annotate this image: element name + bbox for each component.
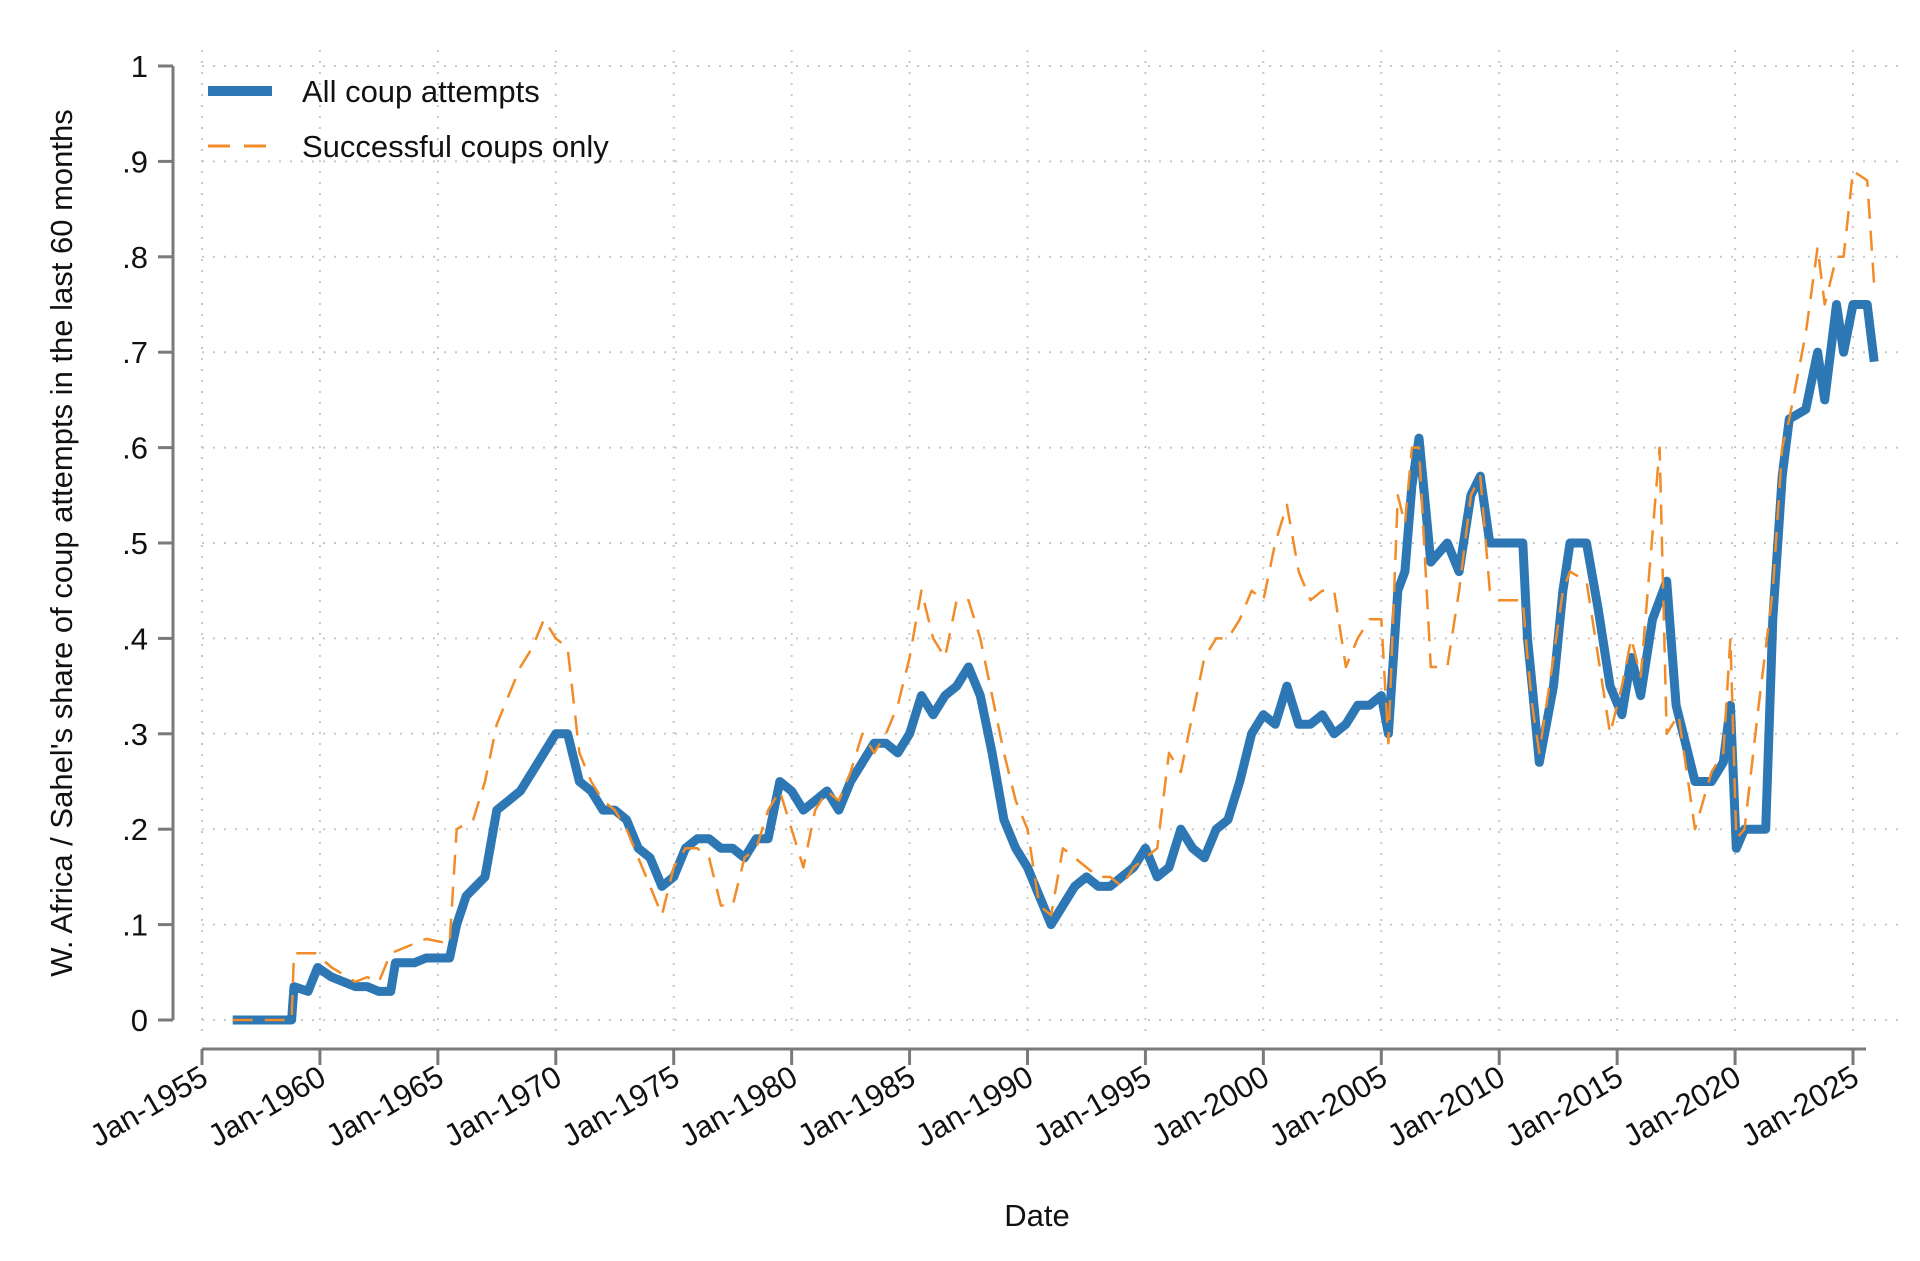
legend-label-all-coup-attempts: All coup attempts: [302, 74, 540, 109]
y-tick-label: .9: [122, 144, 148, 179]
x-axis-title: Date: [1004, 1198, 1069, 1233]
series-lines: [232, 169, 1879, 1025]
x-tick-label: Jan-1970: [438, 1059, 567, 1154]
y-tick-label: .2: [122, 812, 148, 847]
y-tick-label: .1: [122, 908, 148, 943]
x-tick-label: Jan-1980: [674, 1059, 803, 1154]
x-tick-label: Jan-1985: [792, 1059, 921, 1154]
legend-label-successful-coups: Successful coups only: [302, 129, 609, 164]
y-axis-title: W. Africa / Sahel's share of coup attemp…: [44, 109, 79, 976]
y-tick-label: .5: [122, 526, 148, 561]
x-tick-label: Jan-2015: [1499, 1059, 1628, 1154]
y-tick-label: .7: [122, 335, 148, 370]
x-tick-label: Jan-1990: [910, 1059, 1039, 1154]
y-tick-label: 1: [131, 49, 148, 84]
legend: All coup attempts Successful coups only: [208, 74, 609, 164]
x-tick-label: Jan-1995: [1027, 1059, 1156, 1154]
x-tick-label: Jan-1960: [202, 1059, 331, 1154]
x-tick-label: Jan-2010: [1381, 1059, 1510, 1154]
x-tick-label: Jan-1955: [84, 1059, 213, 1154]
x-tick-label: Jan-1975: [556, 1059, 685, 1154]
x-tick-label: Jan-1965: [320, 1059, 449, 1154]
y-tick-label: .4: [122, 621, 148, 656]
y-tick-label: .6: [122, 431, 148, 466]
y-tick-label: 0: [131, 1003, 148, 1038]
y-tick-label: .8: [122, 240, 148, 275]
y-tick-label: .3: [122, 717, 148, 752]
series-line-successful-coups: [232, 169, 1876, 1022]
series-line-all-coup-attempts: [232, 300, 1879, 1025]
gridlines: [201, 50, 1905, 1040]
x-tick-label: Jan-2005: [1263, 1059, 1392, 1154]
x-tick-label: Jan-2020: [1617, 1059, 1746, 1154]
x-tick-label: Jan-2025: [1735, 1059, 1864, 1154]
x-tick-label: Jan-2000: [1145, 1059, 1274, 1154]
